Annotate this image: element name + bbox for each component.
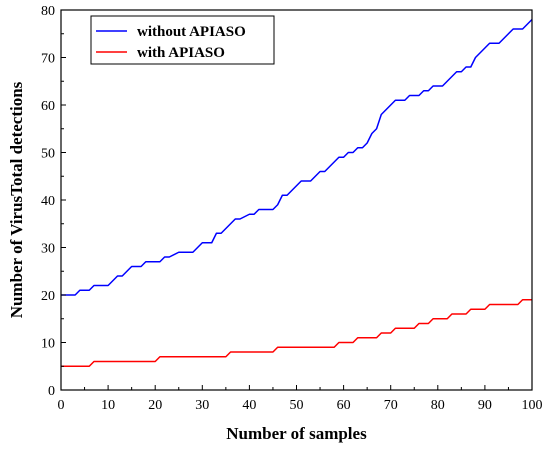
x-tick-label: 0 [58,398,65,413]
plot-area-frame [60,9,533,391]
legend-label-with-apiaso: with APIASO [137,45,225,61]
legend-box [90,15,275,65]
y-tick-label: 40 [41,194,55,209]
legend-label-without-apiaso: without APIASO [137,24,246,40]
x-tick-label: 10 [101,398,115,413]
series-line-without-apiaso [61,18,533,296]
x-tick-label: 80 [431,398,445,413]
legend: without APIASO with APIASO [90,15,275,65]
x-tick-label: 20 [148,398,162,413]
x-tick-label: 60 [337,398,351,413]
y-tick-label: 60 [41,99,55,114]
x-tick-label: 100 [522,398,543,413]
y-tick-label: 0 [48,384,55,399]
y-axis-title: Number of VirusTotal detections [7,81,26,318]
x-tick-label: 70 [384,398,398,413]
axis-ticks: 0 10 20 30 40 50 60 70 80 90 100 0 10 20 30 40 50 60 70 80 [41,4,543,413]
y-tick-label: 30 [41,242,55,257]
y-tick-label: 20 [41,289,55,304]
y-tick-label: 10 [41,337,55,352]
y-tick-label: 70 [41,52,55,67]
series-line-with-apiaso [61,299,532,367]
y-tick-label: 80 [41,4,55,19]
y-tick-label: 50 [41,147,55,162]
x-tick-label: 90 [478,398,492,413]
x-tick-label: 50 [290,398,304,413]
series-layer [61,18,533,367]
x-tick-label: 40 [242,398,256,413]
x-axis-title: Number of samples [226,424,367,443]
x-tick-label: 30 [195,398,209,413]
